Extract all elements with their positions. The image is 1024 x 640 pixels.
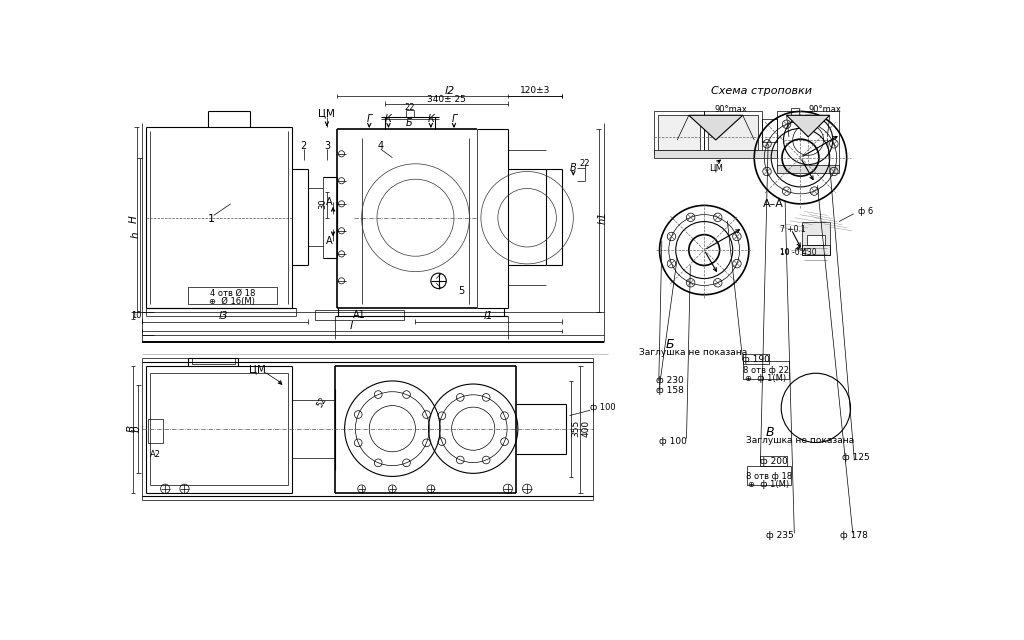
Text: Заглушка не показана: Заглушка не показана — [639, 348, 746, 357]
Bar — [193, 358, 234, 364]
Text: А2: А2 — [150, 449, 161, 459]
Bar — [658, 115, 700, 150]
Bar — [742, 354, 769, 364]
Bar — [762, 119, 777, 142]
Text: 355: 355 — [571, 420, 581, 437]
Text: Г: Г — [452, 114, 457, 124]
Text: l: l — [350, 321, 353, 330]
Bar — [742, 361, 788, 380]
Text: ⊕  ф 1(М): ⊕ ф 1(М) — [749, 479, 790, 488]
Bar — [705, 111, 762, 154]
Text: ⊕  Ø 16(М): ⊕ Ø 16(М) — [209, 297, 255, 306]
Text: l2: l2 — [444, 86, 455, 95]
Text: 90°max: 90°max — [809, 104, 842, 114]
Text: Г: Г — [367, 114, 372, 124]
Bar — [746, 467, 792, 485]
Text: ф 190: ф 190 — [741, 355, 770, 364]
Text: ф 100: ф 100 — [659, 436, 687, 445]
Text: ф 235: ф 235 — [766, 531, 794, 540]
Text: 90°max: 90°max — [715, 104, 748, 114]
Text: ф 178: ф 178 — [841, 531, 868, 540]
Text: 7 +0.1: 7 +0.1 — [779, 225, 805, 234]
Text: Б: Б — [406, 118, 413, 128]
Bar — [708, 115, 758, 150]
Text: А–А: А–А — [763, 199, 784, 209]
Text: l1: l1 — [484, 311, 494, 321]
Bar — [792, 108, 799, 119]
Bar — [654, 150, 777, 157]
Text: ф 200: ф 200 — [760, 456, 787, 465]
Text: 22: 22 — [404, 103, 416, 112]
Polygon shape — [786, 115, 829, 137]
Bar — [654, 111, 705, 154]
Text: ЦМ: ЦМ — [249, 364, 266, 374]
Text: b: b — [132, 426, 141, 432]
Text: 400: 400 — [582, 420, 590, 437]
Text: 10: 10 — [131, 311, 142, 320]
Text: ф 6: ф 6 — [858, 207, 873, 216]
Text: А1: А1 — [353, 310, 366, 321]
Text: 10 ⁻⁰⋅⁴³⁰: 10 ⁻⁰⋅⁴³⁰ — [779, 250, 808, 255]
Text: 120±3: 120±3 — [519, 86, 550, 95]
Text: К: К — [427, 114, 434, 124]
Text: 52: 52 — [315, 396, 328, 410]
Text: Заглушка не показана: Заглушка не показана — [746, 436, 855, 445]
Text: 5: 5 — [459, 286, 465, 296]
Text: 22: 22 — [580, 159, 590, 168]
Text: 8 отв ф 22: 8 отв ф 22 — [742, 367, 788, 376]
Text: 8 отв ф 18: 8 отв ф 18 — [745, 472, 792, 481]
Bar — [188, 287, 276, 304]
Text: ф 100: ф 100 — [590, 403, 615, 412]
Bar — [802, 221, 829, 255]
Text: Б: Б — [666, 339, 674, 351]
Text: Схема стропoвки: Схема стропoвки — [712, 86, 812, 95]
Text: 3: 3 — [324, 141, 330, 151]
Text: ⊕  ф 1(М): ⊕ ф 1(М) — [745, 374, 786, 383]
Text: К: К — [385, 114, 392, 124]
Bar — [777, 111, 839, 169]
Text: 2: 2 — [301, 141, 307, 151]
Text: H: H — [129, 216, 138, 223]
Text: l3: l3 — [218, 311, 227, 321]
Text: 4 отв Ø 18: 4 отв Ø 18 — [210, 289, 255, 298]
Text: ф 158: ф 158 — [655, 387, 684, 396]
Text: А: А — [326, 236, 333, 246]
Text: 340± 25: 340± 25 — [427, 95, 466, 104]
Bar — [761, 456, 786, 466]
Text: ЦМ: ЦМ — [318, 109, 335, 119]
Text: h1: h1 — [598, 212, 607, 224]
Text: ЦМ: ЦМ — [709, 163, 723, 172]
Polygon shape — [689, 115, 742, 140]
Text: ф 230: ф 230 — [655, 376, 683, 385]
Text: В: В — [765, 426, 774, 439]
Bar — [315, 310, 403, 320]
Text: 4: 4 — [378, 141, 384, 151]
Bar — [147, 419, 163, 442]
Bar — [807, 236, 825, 244]
Text: B: B — [126, 425, 136, 432]
Bar — [777, 165, 839, 173]
Text: А: А — [326, 197, 333, 207]
Text: ф 125: ф 125 — [842, 454, 869, 463]
Text: 1: 1 — [208, 214, 215, 224]
Text: 30: 30 — [318, 198, 328, 209]
Text: h: h — [131, 231, 141, 238]
Text: 10 -0.430: 10 -0.430 — [779, 248, 816, 257]
Text: В: В — [570, 163, 577, 173]
